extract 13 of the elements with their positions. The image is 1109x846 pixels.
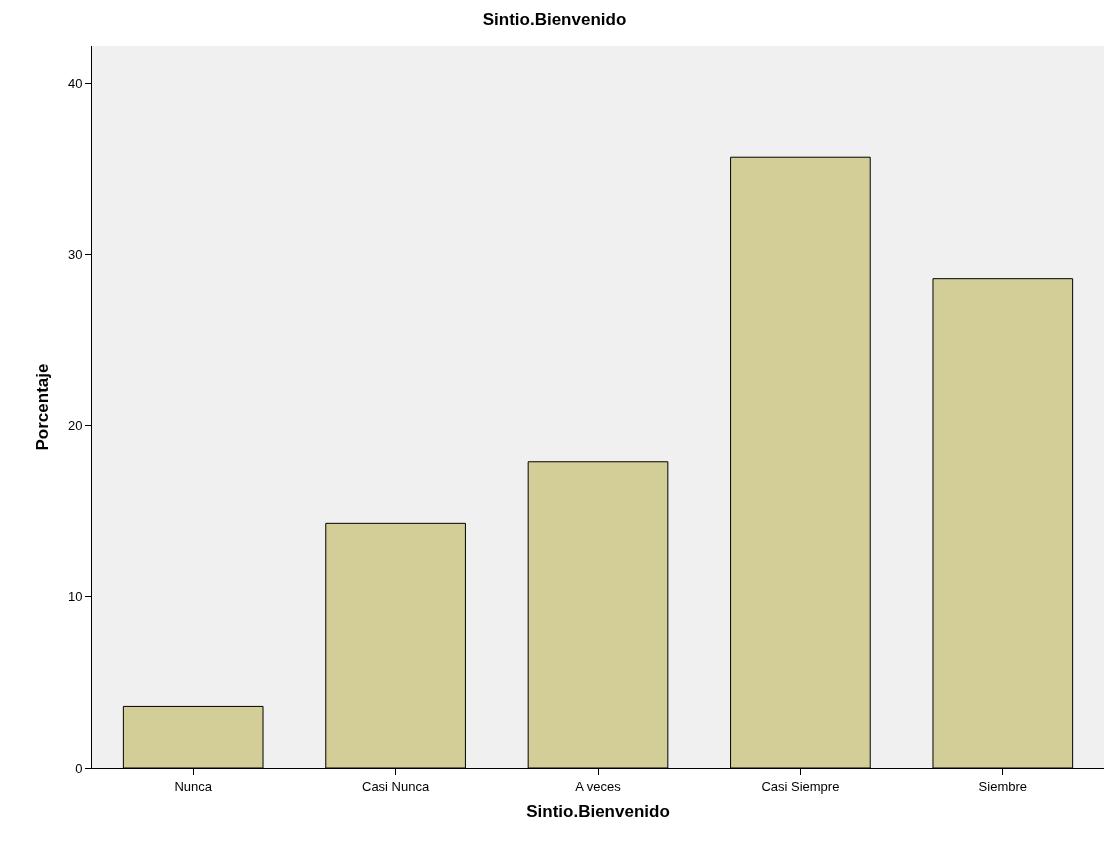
x-tick-label: A veces xyxy=(575,778,622,794)
y-tick-label: 30 xyxy=(67,247,83,263)
chart-title: Sintio.Bienvenido xyxy=(482,9,627,29)
x-tick-label: Nunca xyxy=(174,778,213,794)
x-tick-label: Siembre xyxy=(978,778,1028,794)
x-axis-title: Sintio.Bienvenido xyxy=(526,802,670,821)
y-tick-label: 10 xyxy=(67,589,83,605)
y-tick-label: 20 xyxy=(67,418,83,434)
y-axis-title: Porcentaje xyxy=(33,363,53,451)
x-tick-label: Casi Siempre xyxy=(761,778,840,794)
y-tick-label: 40 xyxy=(67,76,83,92)
y-tick-label: 0 xyxy=(75,760,83,776)
x-tick-label: Casi Nunca xyxy=(362,778,430,794)
